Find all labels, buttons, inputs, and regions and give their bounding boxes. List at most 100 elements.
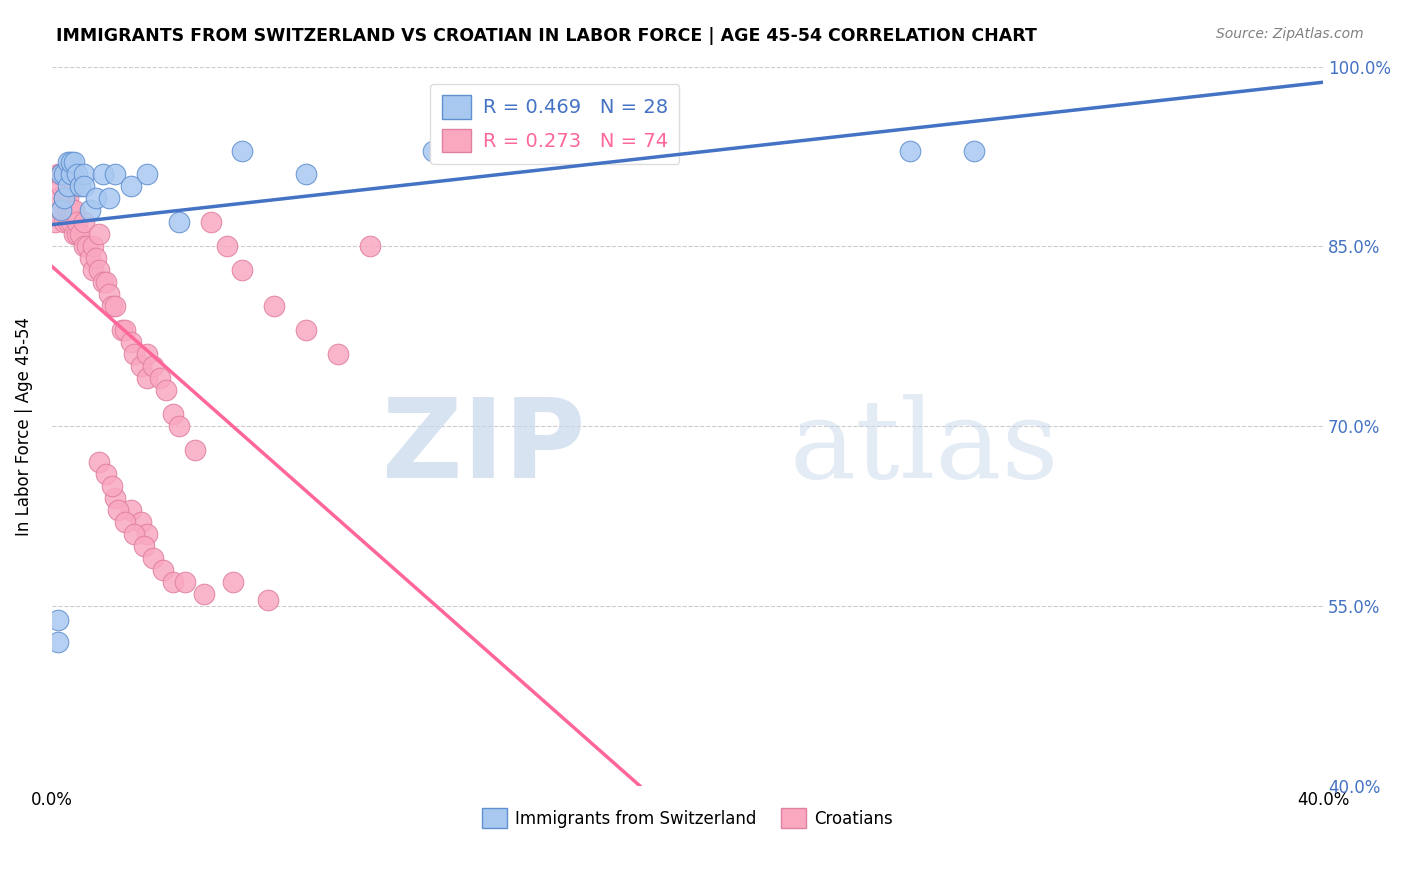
Point [142, 359, 165, 374]
Point [72, 168, 94, 182]
Point [63, 155, 86, 169]
Point [63, 203, 86, 218]
Point [53, 168, 76, 182]
Point [91, 276, 114, 290]
Point [46, 635, 69, 649]
Point [104, 299, 127, 313]
Point [56, 203, 79, 218]
Point [295, 323, 318, 337]
Point [89, 227, 111, 242]
Point [200, 215, 222, 229]
Point [167, 419, 190, 434]
Point [136, 347, 159, 361]
Point [155, 383, 177, 397]
Point [167, 215, 190, 229]
Point [114, 323, 136, 337]
Point [152, 563, 174, 577]
Point [56, 191, 79, 205]
Point [422, 144, 444, 158]
Point [53, 191, 76, 205]
Point [124, 347, 146, 361]
Point [962, 144, 984, 158]
Point [59, 155, 82, 169]
Point [53, 168, 76, 182]
Point [231, 263, 253, 277]
Point [898, 144, 921, 158]
Point [82, 263, 104, 277]
Point [46, 191, 69, 205]
Point [56, 168, 79, 182]
Point [149, 371, 172, 385]
Point [101, 479, 124, 493]
Point [142, 551, 165, 566]
Point [129, 515, 152, 529]
Point [111, 323, 134, 337]
Point [84, 191, 107, 205]
Point [53, 215, 76, 229]
Point [79, 252, 101, 266]
Point [94, 276, 117, 290]
Point [91, 168, 114, 182]
Point [76, 239, 98, 253]
Point [162, 407, 184, 421]
Point [63, 179, 86, 194]
Point [46, 613, 69, 627]
Point [136, 168, 159, 182]
Point [124, 527, 146, 541]
Point [89, 263, 111, 277]
Point [295, 168, 318, 182]
Point [129, 359, 152, 374]
Point [97, 191, 120, 205]
Point [215, 239, 238, 253]
Text: IMMIGRANTS FROM SWITZERLAND VS CROATIAN IN LABOR FORCE | AGE 45-54 CORRELATION C: IMMIGRANTS FROM SWITZERLAND VS CROATIAN … [56, 27, 1038, 45]
Point [51, 179, 73, 194]
Point [136, 371, 159, 385]
Point [72, 179, 94, 194]
Point [72, 239, 94, 253]
Point [63, 227, 86, 242]
Point [72, 215, 94, 229]
Point [263, 299, 285, 313]
Point [132, 539, 155, 553]
Point [136, 527, 159, 541]
Point [51, 203, 73, 218]
Point [56, 155, 79, 169]
Point [222, 574, 245, 589]
Point [120, 503, 142, 517]
Point [56, 215, 79, 229]
Point [94, 467, 117, 482]
Text: Source: ZipAtlas.com: Source: ZipAtlas.com [1216, 27, 1364, 41]
Point [82, 239, 104, 253]
Point [66, 227, 89, 242]
Point [114, 515, 136, 529]
Point [107, 503, 129, 517]
Point [66, 215, 89, 229]
Point [359, 239, 381, 253]
Point [69, 179, 91, 194]
Point [231, 144, 253, 158]
Point [59, 215, 82, 229]
Y-axis label: In Labor Force | Age 45-54: In Labor Force | Age 45-54 [15, 317, 32, 536]
Point [79, 203, 101, 218]
Point [101, 299, 124, 313]
Point [56, 179, 79, 194]
Point [162, 574, 184, 589]
Point [120, 179, 142, 194]
Legend: Immigrants from Switzerland, Croatians: Immigrants from Switzerland, Croatians [475, 801, 900, 835]
Point [104, 168, 127, 182]
Point [84, 252, 107, 266]
Point [97, 287, 120, 301]
Point [66, 168, 89, 182]
Point [326, 347, 349, 361]
Point [59, 179, 82, 194]
Point [53, 191, 76, 205]
Text: atlas: atlas [789, 394, 1059, 501]
Point [104, 491, 127, 505]
Point [59, 203, 82, 218]
Point [184, 443, 207, 458]
Point [174, 574, 197, 589]
Text: ZIP: ZIP [382, 394, 586, 501]
Point [44, 215, 66, 229]
Point [69, 227, 91, 242]
Point [89, 455, 111, 469]
